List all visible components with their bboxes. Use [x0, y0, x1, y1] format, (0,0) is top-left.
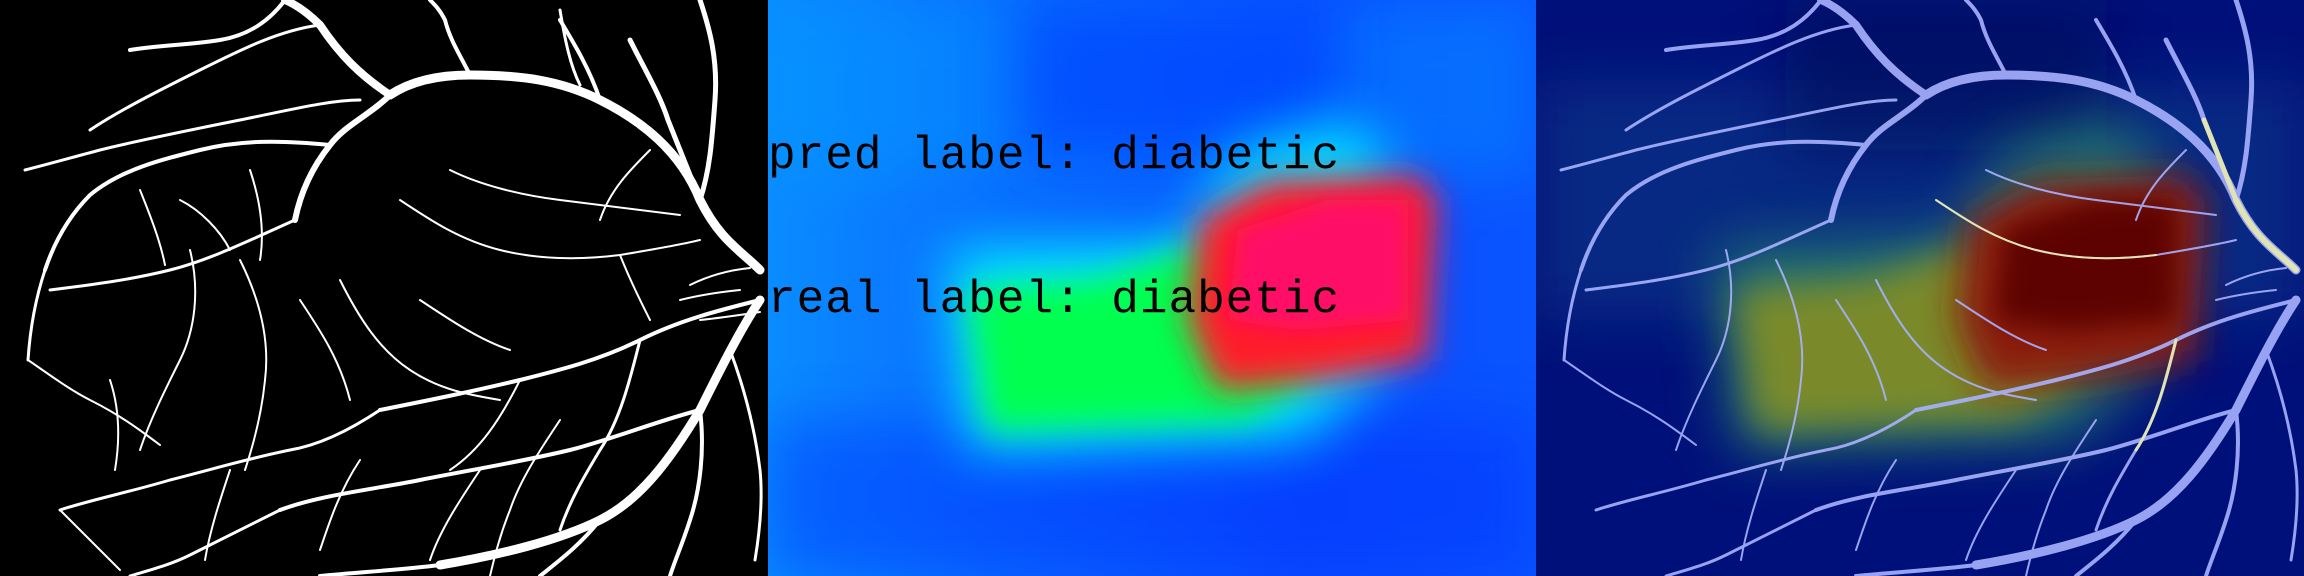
vessel-mask-panel: [0, 0, 768, 576]
pred-label-text: pred label: diabetic: [768, 130, 1341, 182]
overlay-image: [1536, 0, 2304, 576]
heatmap-image: [768, 0, 1536, 576]
prediction-labels: pred label: diabetic real label: diabeti…: [768, 36, 1340, 420]
vessel-mask-image: [0, 0, 768, 576]
overlay-panel: [1536, 0, 2304, 576]
heatmap-panel: pred label: diabetic real label: diabeti…: [768, 0, 1536, 576]
real-label-text: real label: diabetic: [768, 274, 1341, 326]
